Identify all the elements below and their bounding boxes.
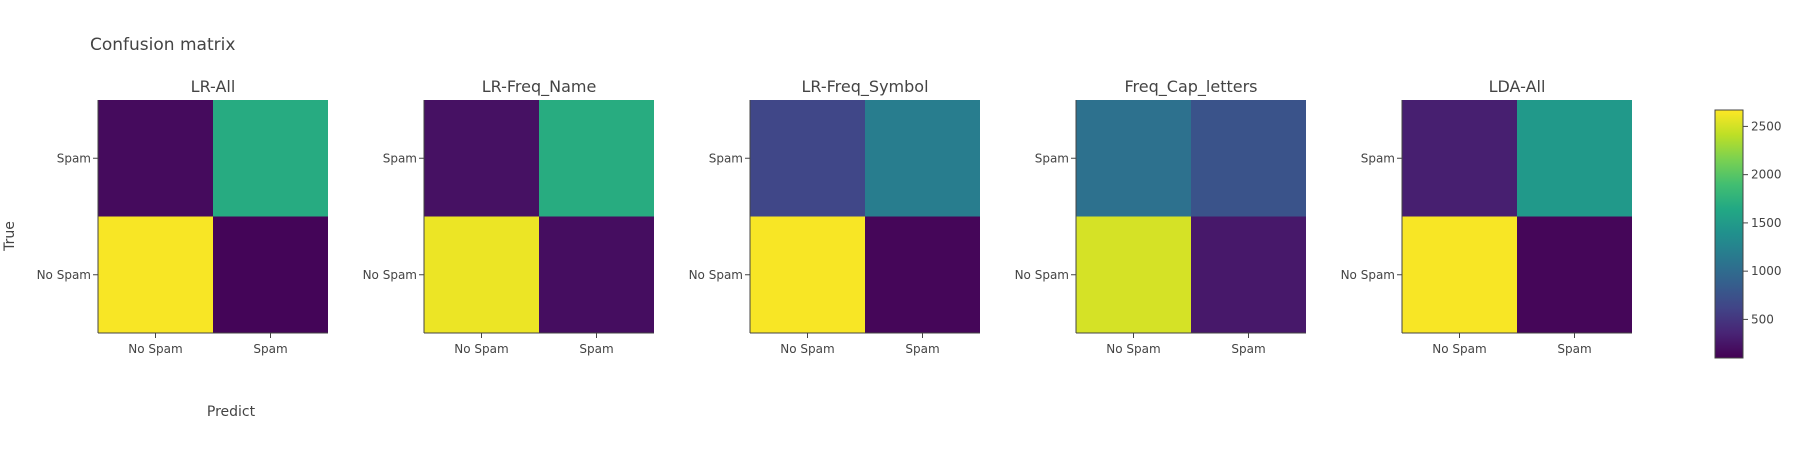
x-tick-label: Spam — [253, 342, 287, 356]
heatmap-panel: LR-All No Spam Spam No Spam Spam — [37, 77, 328, 356]
heatmap-cell — [1402, 216, 1517, 333]
x-axis-title: Predict — [207, 404, 256, 420]
x-tick-label: Spam — [1557, 342, 1591, 356]
heatmap-cell — [424, 100, 539, 217]
heatmap-cell — [750, 216, 865, 333]
x-tick-label: Spam — [1231, 342, 1265, 356]
x-tick-label: No Spam — [780, 342, 834, 356]
x-tick-label: Spam — [905, 342, 939, 356]
panel-title: LR-All — [191, 77, 236, 96]
chart-title: Confusion matrix — [90, 35, 235, 55]
heatmap-cell — [865, 216, 980, 333]
panel-title: LDA-All — [1489, 77, 1546, 96]
x-tick-label: No Spam — [1432, 342, 1486, 356]
y-tick-label: No Spam — [363, 268, 417, 282]
heatmap-panel: LR-Freq_Symbol No Spam Spam No Spam Spam — [689, 77, 980, 356]
y-tick-label: Spam — [1035, 151, 1069, 165]
heatmap-cell — [1402, 100, 1517, 217]
y-tick-label: No Spam — [689, 268, 743, 282]
heatmap-cell — [1517, 216, 1632, 333]
colorbar-tick-label: 1500 — [1751, 216, 1782, 230]
heatmap-cell — [1517, 100, 1632, 217]
heatmap-cell — [213, 216, 328, 333]
y-tick-label: No Spam — [37, 268, 91, 282]
heatmap-cell — [539, 100, 654, 217]
heatmap-cell — [1076, 216, 1191, 333]
y-tick-label: Spam — [383, 151, 417, 165]
panel-title: LR-Freq_Name — [482, 77, 597, 97]
y-tick-label: Spam — [709, 151, 743, 165]
colorbar-gradient — [1714, 109, 1744, 359]
heatmap-cell — [213, 100, 328, 217]
heatmap-cell — [1076, 100, 1191, 217]
x-tick-label: Spam — [579, 342, 613, 356]
x-tick-label: No Spam — [454, 342, 508, 356]
heatmap-cell — [539, 216, 654, 333]
y-tick-label: No Spam — [1341, 268, 1395, 282]
x-tick-label: No Spam — [128, 342, 182, 356]
y-tick-label: Spam — [57, 151, 91, 165]
y-tick-label: No Spam — [1015, 268, 1069, 282]
panel-title: LR-Freq_Symbol — [801, 77, 928, 97]
heatmap-cell — [98, 216, 213, 333]
heatmap-panel: LR-Freq_Name No Spam Spam No Spam Spam — [363, 77, 654, 356]
colorbar-tick-label: 1000 — [1751, 264, 1782, 278]
heatmap-panel: LDA-All No Spam Spam No Spam Spam — [1341, 77, 1632, 356]
heatmap-cell — [98, 100, 213, 217]
heatmap-cell — [1191, 216, 1306, 333]
x-tick-label: No Spam — [1106, 342, 1160, 356]
y-tick-label: Spam — [1361, 151, 1395, 165]
heatmap-cell — [1191, 100, 1306, 217]
heatmap-cell — [865, 100, 980, 217]
heatmap-panel: Freq_Cap_letters No Spam Spam No Spam Spam — [1015, 77, 1306, 356]
colorbar-tick-label: 2500 — [1751, 119, 1782, 133]
colorbar-tick-label: 500 — [1751, 312, 1774, 326]
panel-title: Freq_Cap_letters — [1125, 77, 1258, 97]
heatmap-cell — [424, 216, 539, 333]
y-axis-title: True — [2, 221, 18, 252]
colorbar-tick-label: 2000 — [1751, 168, 1782, 182]
colorbar: 500 1000 1500 2000 2500 — [1714, 109, 1782, 359]
heatmap-cell — [750, 100, 865, 217]
